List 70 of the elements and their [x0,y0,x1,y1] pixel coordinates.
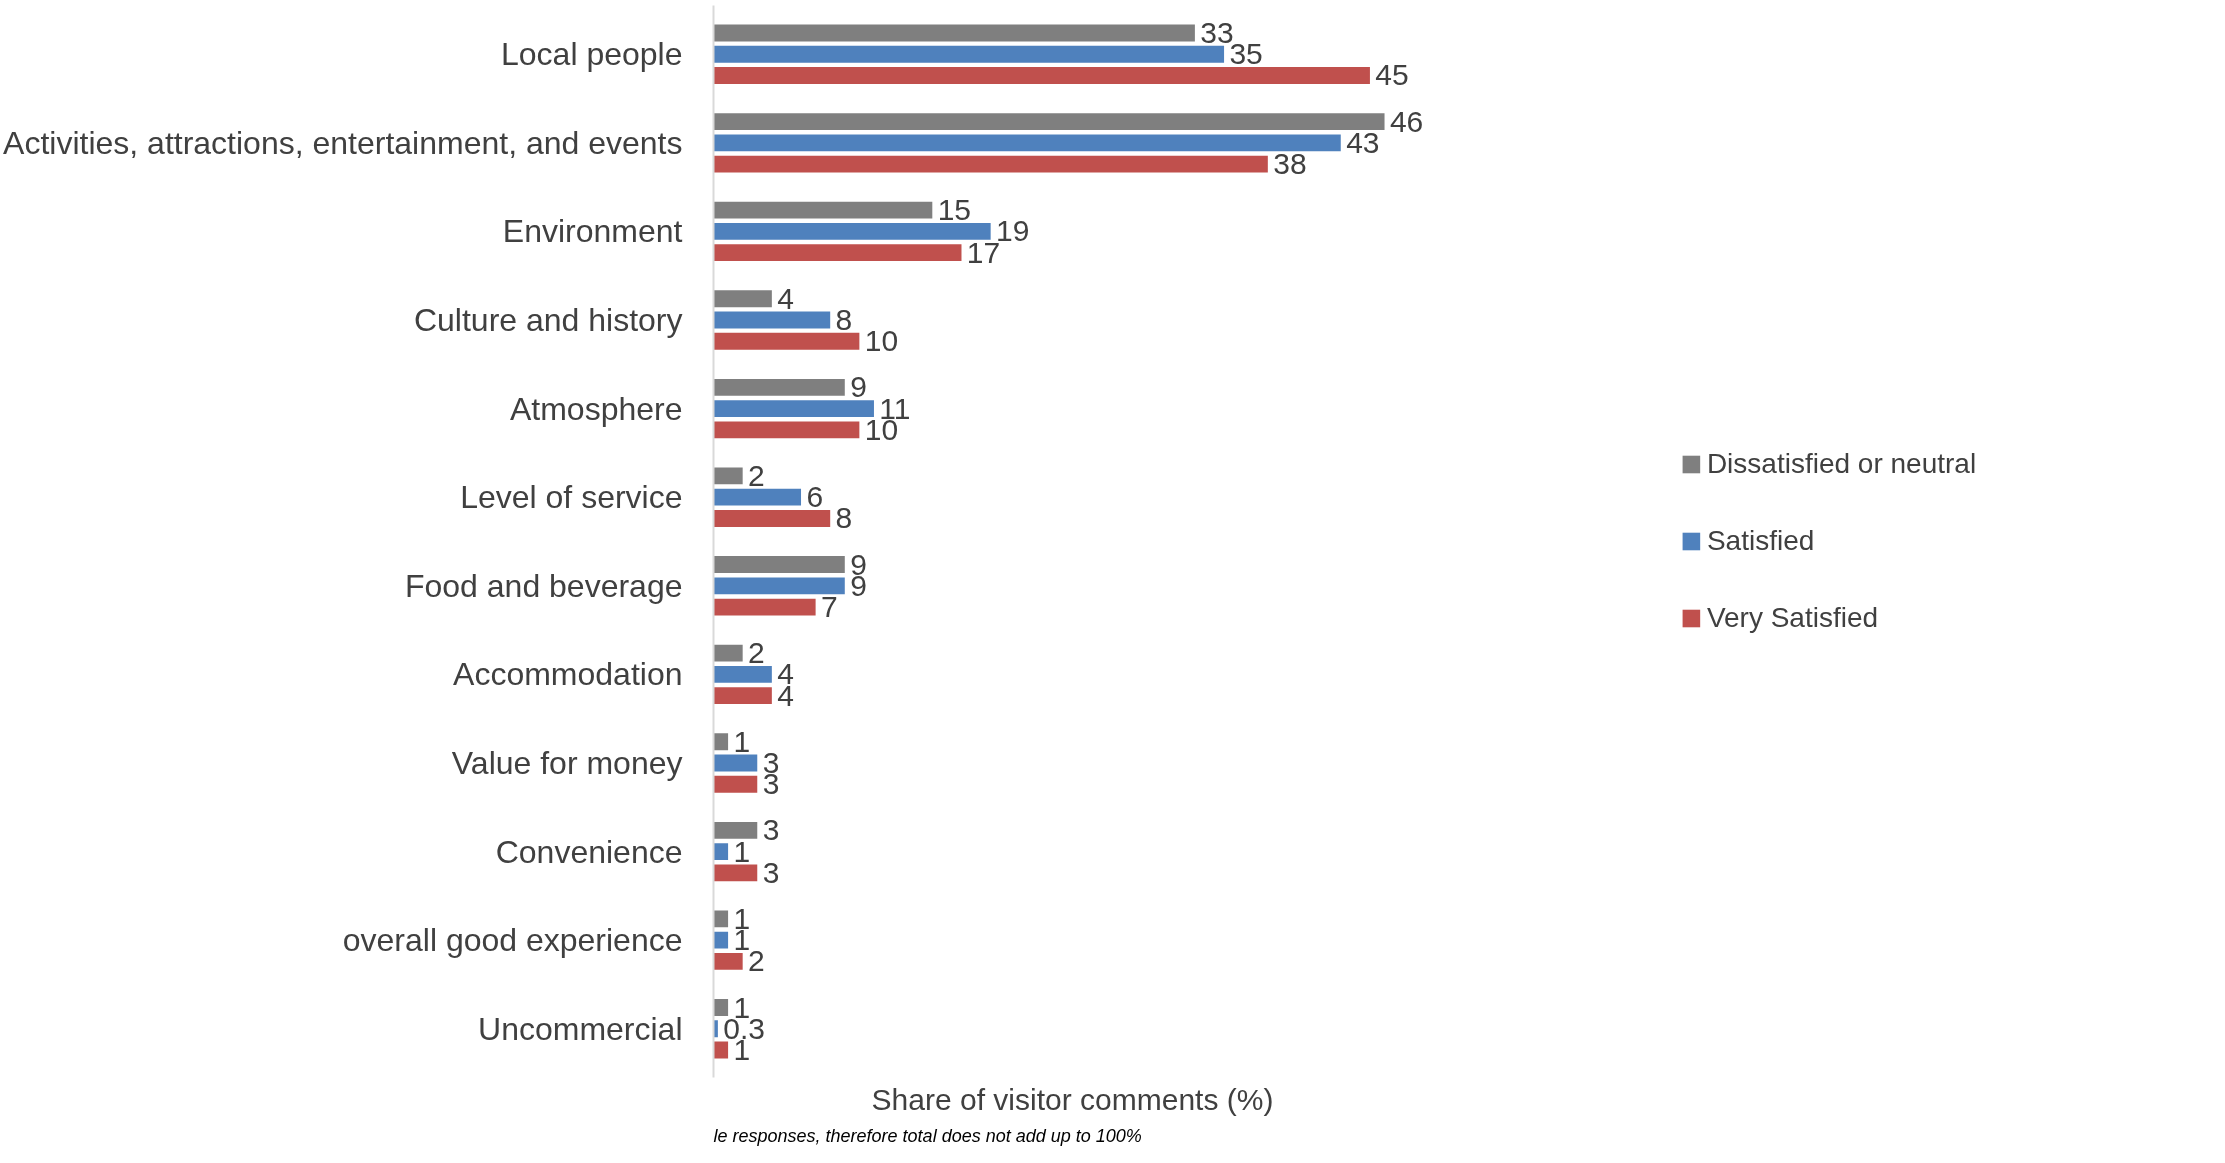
bar [713,134,1341,152]
bar [713,864,758,882]
bar [713,733,729,751]
data-label: 2 [748,458,765,492]
bar [713,201,933,219]
y-tick-label: Uncommercial [478,1010,683,1047]
bar [713,843,729,860]
bar [713,467,743,485]
legend-label: Dissatisfied or neutral [1706,448,1977,480]
data-label: 38 [1273,147,1307,181]
bar [713,754,758,772]
data-label: 43 [1346,125,1380,159]
data-label: 3 [762,855,780,889]
data-label: 3 [762,813,780,847]
bar [713,67,1370,84]
bar [713,931,729,949]
y-tick-label: Level of service [460,479,683,516]
data-label: 1 [733,834,751,868]
bar [713,24,1195,42]
legend-label: Very Satisfied [1706,602,1879,634]
bar [713,113,1385,130]
data-label: 45 [1375,58,1409,92]
bar [713,775,758,793]
data-label: 8 [835,303,853,337]
bar [713,488,802,506]
bar [713,598,816,616]
bar [713,290,772,308]
bar [713,644,743,662]
data-label: 8 [835,501,853,535]
y-tick-label: Food and beverage [404,567,683,604]
bar [713,999,729,1016]
bar [713,400,874,418]
bar [713,821,758,839]
bar [713,421,860,439]
x-axis-title: Share of visitor comments (%) [871,1082,1274,1116]
y-tick-label: overall good experience [342,922,683,959]
bar [713,665,772,683]
y-tick-label: Environment [502,213,683,250]
bar [713,45,1225,63]
bar [713,244,962,262]
y-tick-label: Accommodation [453,656,683,693]
bar [713,332,860,350]
bar [713,910,729,928]
legend-label: Satisfied [1706,525,1815,557]
bar [713,223,991,240]
y-tick-label: Atmosphere [509,390,683,427]
bar [713,953,743,970]
bar [713,510,831,527]
data-label: 15 [937,193,972,227]
data-label: 7 [820,590,838,624]
bar [713,687,772,705]
data-label: 2 [748,636,765,670]
bar [713,556,845,573]
data-label: 4 [777,281,794,315]
data-label: 2 [748,944,765,978]
y-tick-label: Activities, attractions, entertainment, and events [3,124,683,161]
y-tick-label: Convenience [495,833,683,870]
data-label: 46 [1389,104,1424,138]
bar [713,155,1268,173]
y-tick-label: Local people [501,36,683,73]
data-label: 9 [850,370,867,404]
y-tick-label: Value for money [451,744,683,781]
data-label: 1 [733,724,751,758]
bar [713,311,831,329]
data-label: 10 [864,324,899,358]
text: le responses, therefore total does not add up to 100% [713,1125,1142,1146]
bar [713,378,845,396]
y-tick-label: Culture and history [413,302,683,339]
data-label: 6 [806,480,824,514]
bar [713,577,845,595]
